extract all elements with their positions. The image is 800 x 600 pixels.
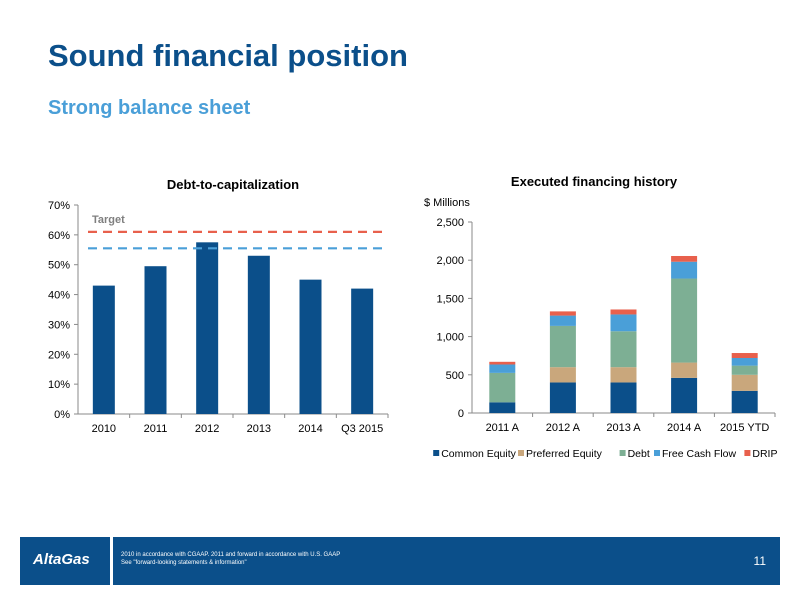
chart1-x-tick-label: 2012 — [195, 423, 219, 435]
chart1-y-tick-label: 20% — [48, 349, 70, 361]
chart2-legend-swatch — [433, 450, 440, 456]
chart1-bar — [247, 255, 270, 414]
chart2-title: Executed financing history — [511, 174, 678, 189]
chart2-y-tick-label: 500 — [446, 370, 464, 382]
chart2-bar-segment — [731, 390, 758, 413]
chart2-bar-segment — [610, 382, 637, 413]
chart2-bar-segment — [610, 309, 637, 315]
chart2-bar-segment — [489, 372, 516, 403]
chart2-bar-segment — [671, 255, 698, 262]
chart2-x-tick-label: 2014 A — [667, 422, 702, 434]
chart1-y-tick-label: 10% — [48, 379, 70, 391]
chart2-x-tick-label: 2013 A — [606, 422, 641, 434]
footer-note-gaap: 2010 in accordance with CGAAP. 2011 and … — [121, 552, 341, 558]
chart1-y-tick-label: 0% — [54, 409, 70, 421]
chart2-x-tick-label: 2011 A — [486, 422, 520, 434]
chart2-x-tick-label: 2015 YTD — [720, 422, 769, 434]
chart2-bar-segment — [731, 365, 758, 375]
executed-financing-history-chart: Executed financing history $ Millions 0 500… — [424, 174, 777, 460]
chart2-legend-swatch — [654, 450, 660, 456]
chart1-target-label: Target — [92, 214, 125, 226]
chart2-bar-segment — [489, 402, 516, 413]
chart2-y-tick-label: 1,500 — [436, 293, 464, 305]
chart2-bar-segment — [731, 357, 758, 366]
page-number: 11 — [753, 554, 766, 568]
chart2-y-label: $ Millions — [424, 197, 470, 209]
chart2-y-tick-label: 0 — [458, 408, 464, 420]
chart2-bar-segment — [549, 315, 576, 326]
chart1-bar — [196, 242, 219, 414]
chart2-legend-swatch — [619, 450, 626, 456]
chart2-bar-segment — [549, 382, 576, 413]
logo-block: AltaGas — [20, 537, 110, 585]
chart1-x-tick-label: 2014 — [298, 423, 322, 435]
chart2-legend-swatch — [518, 450, 524, 456]
altagas-logo: AltaGas — [33, 551, 90, 568]
chart2-bar-segment — [549, 325, 576, 368]
chart1-x-tick-label: 2013 — [247, 423, 271, 435]
chart1-bar — [299, 279, 322, 414]
chart2-legend-label: Debt — [628, 448, 650, 460]
chart2-bar-segment — [671, 261, 698, 279]
chart2-bar-segment — [489, 361, 516, 365]
chart2-bar-segment — [671, 362, 698, 378]
chart2-bar-segment — [549, 367, 576, 383]
chart1-x-tick-label: Q3 2015 — [341, 423, 383, 435]
chart2-bar-segment — [671, 278, 698, 363]
chart2-y-tick-label: 1,000 — [436, 332, 464, 344]
chart2-bar-segment — [610, 314, 637, 332]
chart1-x-tick-label: 2010 — [92, 423, 116, 435]
chart1-x-tick-label: 2011 — [144, 423, 168, 435]
chart2-legend-label: Free Cash Flow — [662, 448, 737, 460]
footer-note-forward-looking: See "forward-looking statements & inform… — [121, 560, 247, 566]
footer-bar: AltaGas 2010 in accordance with CGAAP. 2… — [20, 537, 780, 585]
chart2-bar-segment — [671, 377, 698, 413]
chart1-bar — [92, 285, 115, 414]
chart2-bar-segment — [731, 374, 758, 391]
chart2-x-tick-label: 2012 A — [546, 422, 581, 434]
chart1-y-tick-label: 50% — [48, 260, 70, 272]
chart2-legend-label: DRIP — [752, 448, 777, 460]
slide-subtitle: Strong balance sheet — [48, 97, 251, 119]
chart2-legend-label: Preferred Equity — [526, 448, 603, 460]
chart1-y-tick-label: 40% — [48, 290, 70, 302]
chart1-bar — [351, 288, 374, 414]
debt-to-capitalization-chart: Debt-to-capitalization 0% 10% 20% 30% 40% 50% 6… — [48, 177, 389, 435]
chart2-bar-segment — [610, 367, 637, 383]
chart2-bar-segment — [610, 331, 637, 368]
chart1-y-tick-label: 30% — [48, 319, 70, 331]
chart1-title: Debt-to-capitalization — [167, 177, 299, 192]
chart1-bar — [144, 266, 167, 414]
chart1-y-tick-label: 60% — [48, 230, 70, 242]
chart2-bar-segment — [549, 311, 576, 316]
chart2-y-tick-label: 2,000 — [436, 255, 464, 267]
footer-info: 2010 in accordance with CGAAP. 2011 and … — [113, 537, 780, 585]
chart1-y-tick-label: 70% — [48, 200, 70, 212]
slide-title: Sound financial position — [48, 38, 408, 73]
chart2-legend-swatch — [744, 450, 751, 456]
chart2-bar-segment — [731, 353, 758, 358]
chart2-bar-segment — [489, 364, 516, 373]
chart2-y-tick-label: 2,500 — [436, 217, 464, 229]
chart2-legend-label: Common Equity — [441, 448, 516, 460]
